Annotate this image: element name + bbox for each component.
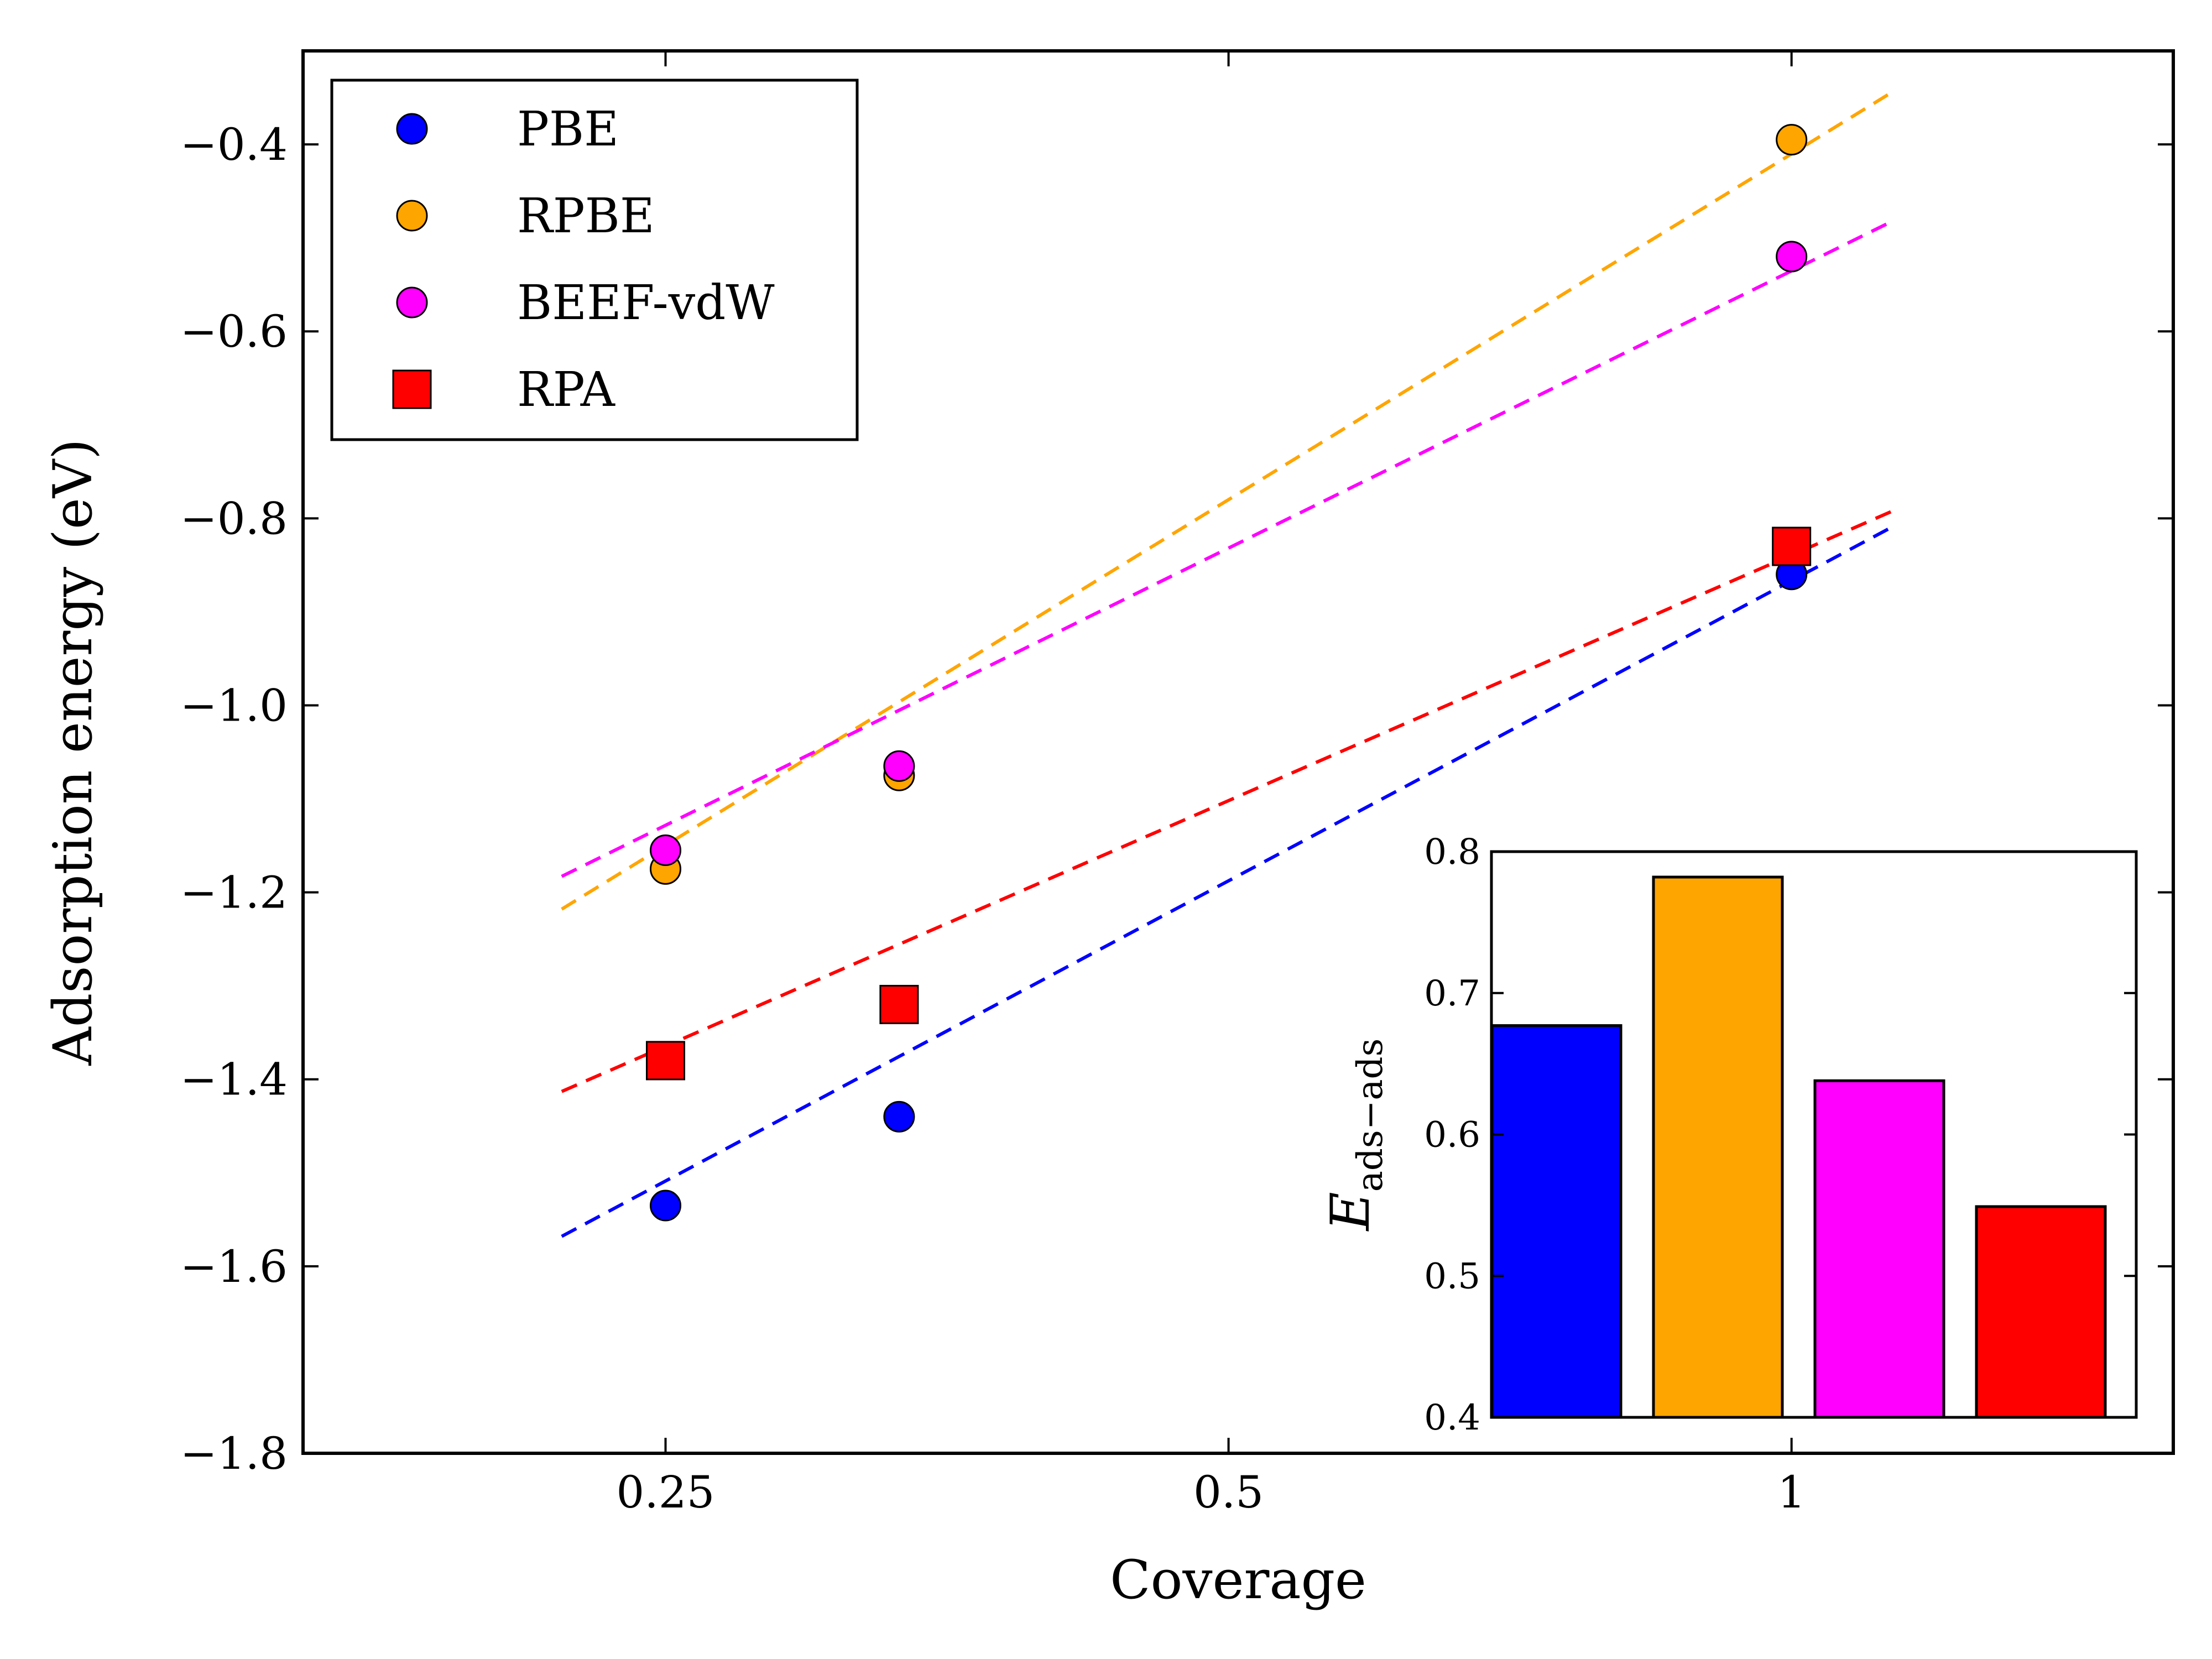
plot-frame xyxy=(301,49,2175,1455)
y-tick-label: −1.4 xyxy=(180,1054,288,1105)
fit-line-rpbe xyxy=(561,91,1892,911)
data-point-beef-vdw xyxy=(1776,241,1808,273)
legend-marker-pbe xyxy=(396,113,428,145)
data-point-rpbe xyxy=(1776,124,1808,156)
y-tick-label: −0.4 xyxy=(180,119,288,170)
y-tick-label: −1.0 xyxy=(180,680,288,731)
bar-pbe xyxy=(1490,1024,1623,1419)
legend-label-rpa: RPA xyxy=(517,362,615,418)
bar-beef-vdw xyxy=(1813,1079,1945,1419)
x-tick-label: 1 xyxy=(1777,1467,1806,1518)
data-point-beef-vdw xyxy=(883,750,915,782)
data-point-rpa xyxy=(879,984,919,1024)
x-tick-label: 0.5 xyxy=(1193,1467,1264,1518)
legend-marker-rpbe xyxy=(396,200,428,232)
fit-line-rpa xyxy=(561,510,1892,1093)
inset-y-tick-label: 0.7 xyxy=(1424,973,1480,1014)
y-axis-label: Adsorption energy (eV) xyxy=(42,439,104,1066)
fit-line-pbe xyxy=(561,526,1892,1238)
inset-y-tick-label: 0.8 xyxy=(1424,832,1480,873)
data-point-pbe xyxy=(883,1100,915,1133)
bar-rpa xyxy=(1975,1205,2107,1419)
fit-line-beef-vdw xyxy=(561,220,1892,878)
bar-rpbe xyxy=(1652,875,1784,1419)
data-point-beef-vdw xyxy=(649,834,681,867)
x-tick-label: 0.25 xyxy=(616,1467,714,1518)
y-tick-label: −1.6 xyxy=(180,1241,288,1292)
data-point-rpa xyxy=(645,1041,685,1081)
inset-y-axis-label: Eads−ads xyxy=(1319,1039,1391,1232)
legend-marker-rpa xyxy=(392,369,432,409)
y-tick-label: −0.8 xyxy=(180,493,288,544)
legend: PBE RPBE BEEF-vdW RPA xyxy=(330,79,859,441)
main-plot: −1.8 −1.6 −1.4 −1.2 −1.0 −0.8 −0.6 −0.4 0.25 0.5 1… xyxy=(42,49,2175,1611)
legend-label-beef-vdw: BEEF-vdW xyxy=(517,275,775,331)
inset-y-tick-label: 0.5 xyxy=(1424,1256,1480,1297)
inset-y-axis-label-subscript: ads−ads xyxy=(1350,1039,1391,1192)
x-axis-label: Coverage xyxy=(1110,1549,1366,1611)
y-tick-label: −1.2 xyxy=(180,867,288,919)
y-tick-label: −0.6 xyxy=(180,306,288,357)
data-point-rpa xyxy=(1772,526,1812,566)
inset-y-tick-label: 0.6 xyxy=(1424,1115,1480,1156)
legend-label-pbe: PBE xyxy=(517,102,619,157)
inset-y-axis-label-main: E xyxy=(1319,1192,1381,1232)
legend-label-rpbe: RPBE xyxy=(517,189,655,244)
data-point-pbe xyxy=(649,1190,681,1222)
legend-marker-beef-vdw xyxy=(396,286,428,319)
inset-y-tick-label: 0.4 xyxy=(1424,1397,1480,1438)
y-tick-label: −1.8 xyxy=(180,1428,288,1479)
inset-bar-chart: 0.4 0.5 0.6 0.7 0.8 Eads−ads xyxy=(1319,832,2138,1438)
